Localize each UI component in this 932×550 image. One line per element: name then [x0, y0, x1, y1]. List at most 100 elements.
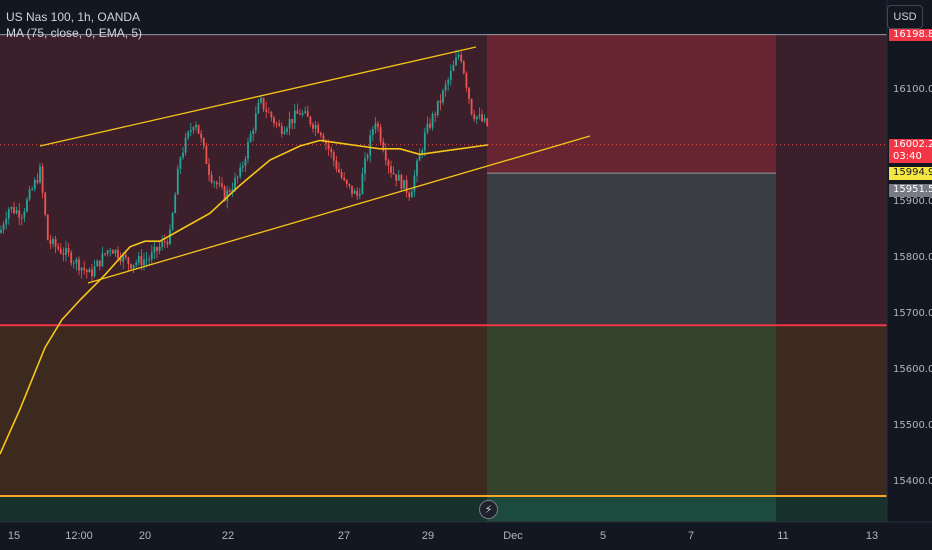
candle-body	[345, 179, 348, 184]
candle-body	[278, 123, 281, 127]
time-label-13: 13	[865, 530, 879, 542]
candle-body	[176, 168, 179, 195]
candle-body	[114, 249, 117, 254]
candle-body	[332, 152, 335, 161]
candle-body	[83, 267, 86, 270]
candle-body	[408, 192, 411, 198]
candle-body	[421, 150, 424, 154]
candle-body	[468, 87, 470, 99]
target-box-lower	[487, 496, 776, 522]
candle-body	[33, 179, 36, 189]
candle-body	[13, 207, 15, 214]
candle-body	[374, 123, 377, 130]
candle-body	[423, 132, 426, 151]
candle-body	[470, 98, 473, 115]
candle-body	[28, 189, 31, 200]
price-label-15500: 15500.0	[893, 420, 932, 431]
candle-body	[78, 259, 80, 271]
candle-body	[314, 125, 317, 129]
lightning-icon[interactable]: ⚡	[479, 500, 498, 519]
candle-body	[293, 110, 296, 124]
candle-body	[267, 111, 270, 113]
candle-body	[447, 79, 450, 85]
candle-body	[156, 247, 158, 251]
candle-body	[322, 135, 325, 142]
candle-body	[85, 269, 88, 273]
candle-body	[54, 239, 57, 247]
candle-body	[364, 158, 366, 174]
candle-body	[369, 135, 372, 156]
candle-body	[392, 172, 395, 175]
candle-body	[104, 253, 106, 255]
candle-body	[18, 210, 21, 218]
candle-body	[15, 210, 18, 214]
candle-body	[481, 114, 483, 122]
candle-body	[106, 250, 109, 254]
candle-body	[52, 239, 54, 244]
candle-body	[210, 174, 213, 183]
candle-body	[213, 182, 216, 184]
target-tag: 15951.5	[889, 184, 932, 197]
candle-body	[486, 118, 489, 126]
currency-button[interactable]: USD	[887, 5, 923, 29]
candle-body	[444, 84, 447, 91]
candle-body	[449, 70, 452, 80]
candle-body	[462, 61, 465, 74]
candle-body	[291, 119, 294, 124]
candle-body	[312, 124, 314, 129]
candle-body	[236, 176, 239, 178]
candle-body	[218, 183, 221, 185]
candle-body	[280, 126, 283, 134]
candle-body	[397, 174, 400, 181]
candle-body	[200, 133, 203, 139]
candle-body	[377, 123, 379, 127]
candle-body	[145, 259, 148, 261]
candle-body	[265, 109, 268, 112]
candle-body	[36, 179, 39, 183]
candle-body	[343, 177, 346, 180]
time-label-20: 20	[138, 530, 152, 542]
candle-body	[39, 166, 41, 183]
candle-body	[26, 199, 28, 212]
candle-body	[353, 190, 356, 194]
candle-body	[384, 150, 387, 161]
candle-body	[296, 110, 299, 114]
candle-body	[202, 138, 205, 146]
candle-body	[101, 253, 104, 267]
candle-body	[434, 114, 437, 116]
candle-body	[309, 116, 312, 125]
candle-body	[288, 119, 291, 129]
candle-body	[221, 183, 223, 187]
candle-body	[442, 90, 444, 103]
candle-body	[88, 269, 91, 273]
ma-value-tag: 15994.9	[889, 167, 932, 180]
candle-body	[93, 266, 96, 277]
candle-body	[70, 252, 73, 264]
candle-body	[119, 258, 122, 262]
candle-body	[127, 257, 130, 264]
channel-upper-line	[39, 46, 477, 147]
candle-body	[403, 179, 405, 189]
candle-body	[249, 134, 252, 142]
candle-body	[241, 165, 244, 168]
candle-body	[169, 229, 171, 245]
time-label-22: 22	[221, 530, 235, 542]
candle-body	[356, 190, 359, 196]
time-label-5: 5	[599, 530, 607, 542]
candle-body	[228, 190, 231, 192]
candle-body	[158, 246, 161, 251]
candle-body	[262, 97, 265, 110]
candle-body	[319, 132, 322, 136]
candle-body	[317, 125, 320, 133]
candle-body	[483, 118, 486, 122]
candle-body	[244, 158, 247, 166]
top-level-tag: 16198.8	[889, 29, 932, 41]
price-label-15700: 15700.0	[893, 308, 932, 319]
candle-body	[338, 168, 340, 173]
candle-body	[179, 157, 182, 169]
candle-body	[137, 256, 140, 263]
candle-body	[306, 111, 309, 117]
candle-body	[465, 73, 468, 88]
candle-body	[382, 141, 385, 151]
